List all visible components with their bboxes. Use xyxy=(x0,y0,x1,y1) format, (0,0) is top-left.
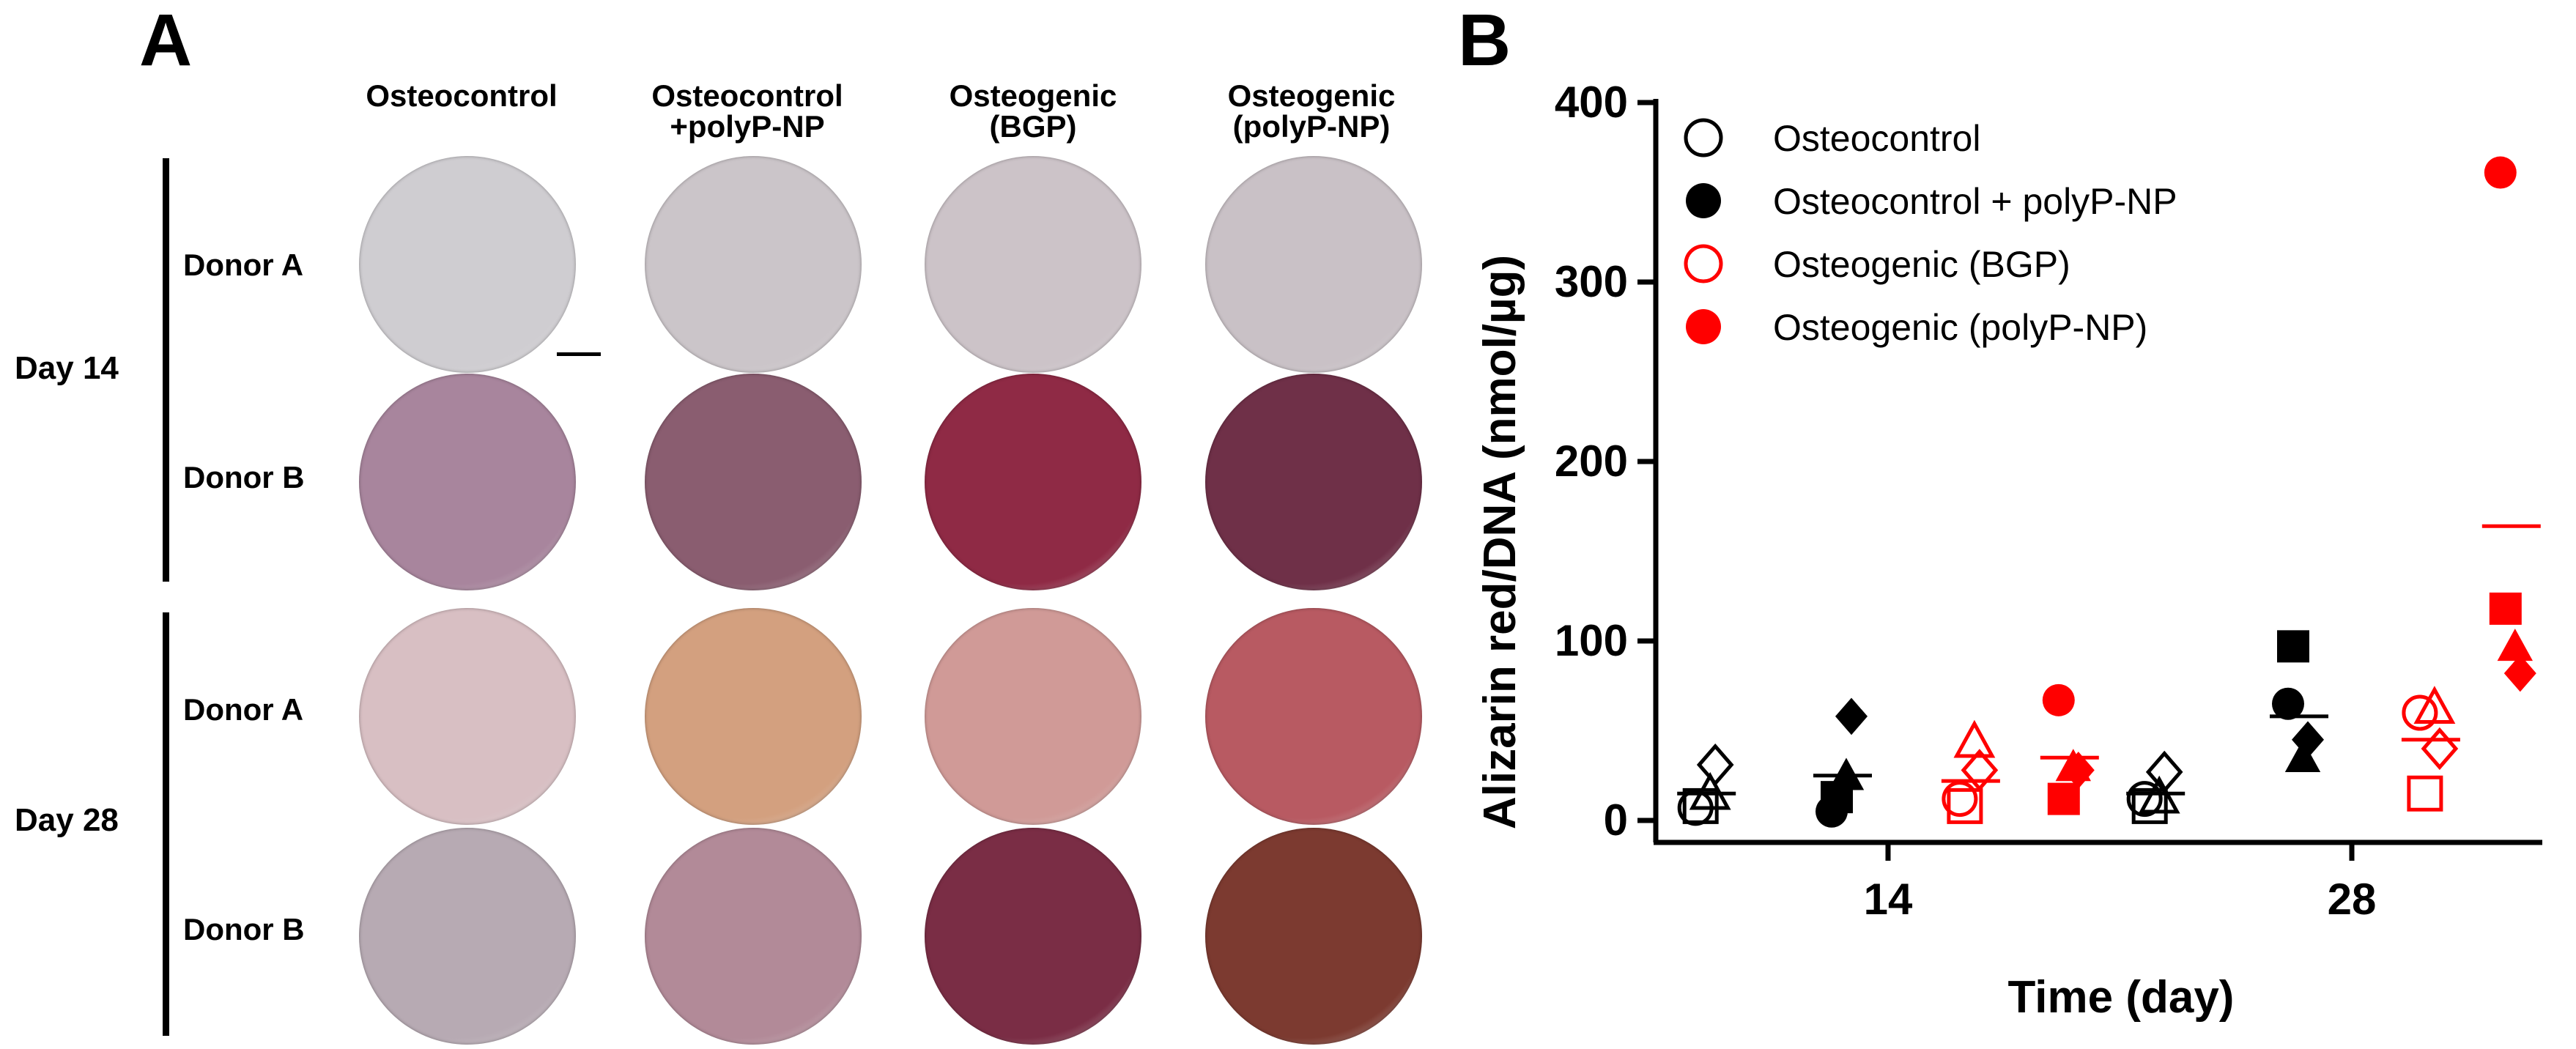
scale-bar xyxy=(557,352,601,356)
data-point-diamond xyxy=(2062,752,2095,789)
y-tick-label: 200 xyxy=(1555,437,1628,486)
data-point-triangle xyxy=(2497,629,2533,661)
column-header-text: Osteocontrol +polyP-NP xyxy=(651,78,843,144)
y-tick-label: 400 xyxy=(1555,78,1628,127)
legend-label: Osteogenic (BGP) xyxy=(1773,244,2070,285)
data-point-circle xyxy=(2402,694,2438,731)
panel-b-letter: B xyxy=(1458,0,1511,81)
day-28-label: Day 28 xyxy=(15,802,119,838)
data-point-diamond xyxy=(1835,697,1868,735)
x-tick-label: 28 xyxy=(2328,875,2377,924)
legend-label: Osteocontrol + polyP-NP xyxy=(1773,181,2177,222)
data-point-square xyxy=(2489,592,2522,625)
column-header-osteocontrol-polyp: Osteocontrol +polyP-NP xyxy=(608,81,887,142)
legend-label: Osteogenic (polyP-NP) xyxy=(1773,307,2147,348)
x-tick-label: 14 xyxy=(1864,875,1913,924)
well-day28-donor-a-osteocontrol-polyp xyxy=(645,608,862,825)
well-day14-donor-a-osteocontrol-polyp xyxy=(645,156,862,373)
well-day28-donor-b-osteogenic-bgp xyxy=(925,828,1141,1045)
data-point-triangle xyxy=(2138,775,2180,814)
y-axis: 0 100 200 300 400 xyxy=(1555,78,1659,845)
data-point-diamond xyxy=(2292,721,2324,759)
well-day28-donor-b-osteocontrol-polyp xyxy=(645,828,862,1045)
legend-marker xyxy=(1684,244,1723,283)
column-header-text: Osteocontrol xyxy=(366,78,558,113)
data-point-circle xyxy=(2272,687,2304,720)
day-14-bracket xyxy=(163,158,169,582)
column-header-osteogenic-polyp: Osteogenic (polyP-NP) xyxy=(1172,81,1451,142)
y-tick-label: 100 xyxy=(1555,616,1628,665)
donor-a-day28-label: Donor A xyxy=(183,692,304,727)
data-point-square xyxy=(1947,787,1983,824)
data-marks xyxy=(1677,156,2541,828)
data-point-square xyxy=(2131,787,2168,824)
legend: Osteocontrol Osteocontrol + polyP-NP Osteo… xyxy=(1684,118,2177,348)
well-day14-donor-b-osteogenic-bgp xyxy=(925,374,1141,590)
day-14-label: Day 14 xyxy=(15,350,119,386)
day-28-bracket xyxy=(163,612,169,1036)
data-point-diamond xyxy=(1696,743,1734,787)
well-day28-donor-b-osteocontrol xyxy=(359,828,576,1045)
legend-marker xyxy=(1684,118,1723,157)
data-point-triangle xyxy=(2413,686,2456,724)
donor-b-day28-label: Donor B xyxy=(183,912,305,946)
data-point-square xyxy=(2277,630,2309,663)
legend-marker xyxy=(1686,183,1721,218)
column-header-text: Osteogenic (BGP) xyxy=(949,78,1117,144)
y-axis-title: Alizarin red/DNA (nmol/µg) xyxy=(1475,255,1525,829)
column-header-text: Osteogenic (polyP-NP) xyxy=(1227,78,1396,144)
data-point-triangle xyxy=(1953,719,1996,758)
y-tick-label: 0 xyxy=(1604,796,1628,845)
data-point-triangle xyxy=(2284,740,2321,773)
well-day28-donor-a-osteocontrol xyxy=(359,608,576,825)
data-point-diamond xyxy=(2503,654,2536,692)
well-day28-donor-b-osteogenic-polyp xyxy=(1205,828,1422,1045)
data-point-circle xyxy=(2126,781,2163,818)
well-day14-donor-b-osteocontrol xyxy=(359,374,576,590)
well-day28-donor-a-osteogenic-polyp xyxy=(1205,608,1422,825)
data-point-circle xyxy=(2042,683,2075,716)
panel-a-letter: A xyxy=(139,0,193,81)
data-point-square xyxy=(2047,782,2080,815)
data-point-diamond xyxy=(1961,749,1999,792)
column-header-osteocontrol: Osteocontrol xyxy=(322,81,601,111)
well-day14-donor-a-osteocontrol xyxy=(359,156,576,373)
well-day14-donor-a-osteogenic-polyp xyxy=(1205,156,1422,373)
data-point-circle xyxy=(2484,156,2517,189)
data-point-square xyxy=(2407,775,2443,812)
legend-label: Osteocontrol xyxy=(1773,118,1980,159)
donor-b-day14-label: Donor B xyxy=(183,460,305,494)
column-header-osteogenic-bgp: Osteogenic (BGP) xyxy=(894,81,1172,142)
well-day14-donor-a-osteogenic-bgp xyxy=(925,156,1141,373)
well-day28-donor-a-osteogenic-bgp xyxy=(925,608,1141,825)
data-point-circle xyxy=(1816,795,1848,828)
legend-marker xyxy=(1686,309,1721,344)
donor-a-day14-label: Donor A xyxy=(183,248,304,282)
x-axis: 14 28 xyxy=(1654,839,2542,924)
well-day14-donor-b-osteocontrol-polyp xyxy=(645,374,862,590)
x-axis-title: Time (day) xyxy=(2008,972,2235,1023)
data-point-diamond xyxy=(2421,727,2459,771)
well-day14-donor-b-osteogenic-polyp xyxy=(1205,374,1422,590)
y-tick-label: 300 xyxy=(1555,257,1628,306)
data-point-diamond xyxy=(2145,750,2183,793)
